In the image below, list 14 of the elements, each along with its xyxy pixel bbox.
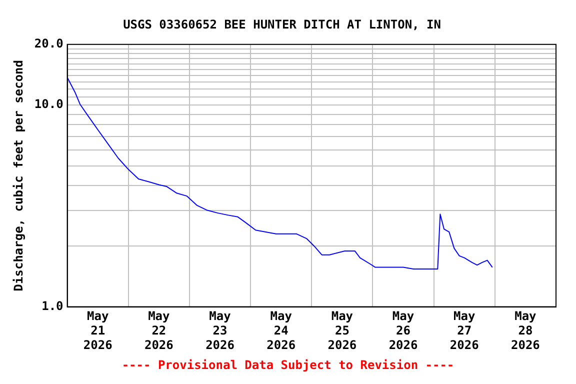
x-tick-label: May 24 2026	[266, 309, 296, 352]
chart-title: USGS 03360652 BEE HUNTER DITCH AT LINTON, IN	[123, 17, 441, 32]
text: ---- Provisional Data Subject to Revision ----	[120, 358, 456, 372]
x-tick-label: May 25 2026	[328, 309, 357, 352]
x-tick-label: May 21 2026	[83, 309, 112, 352]
x-tick-label: May 23 2026	[206, 309, 234, 352]
y-tick-label: 20.0	[34, 36, 64, 51]
x-tick-label: May 28 2026	[511, 309, 540, 352]
y-tick-label: 10.0	[34, 97, 64, 112]
y-tick-label: 1.0	[42, 298, 64, 313]
x-tick-label: May 22 2026	[144, 309, 174, 352]
x-tick-label: May 26 2026	[388, 309, 418, 352]
y-axis-title: Discharge, cubic feet per second	[11, 60, 26, 292]
x-tick-label: May 27 2026	[450, 309, 479, 352]
